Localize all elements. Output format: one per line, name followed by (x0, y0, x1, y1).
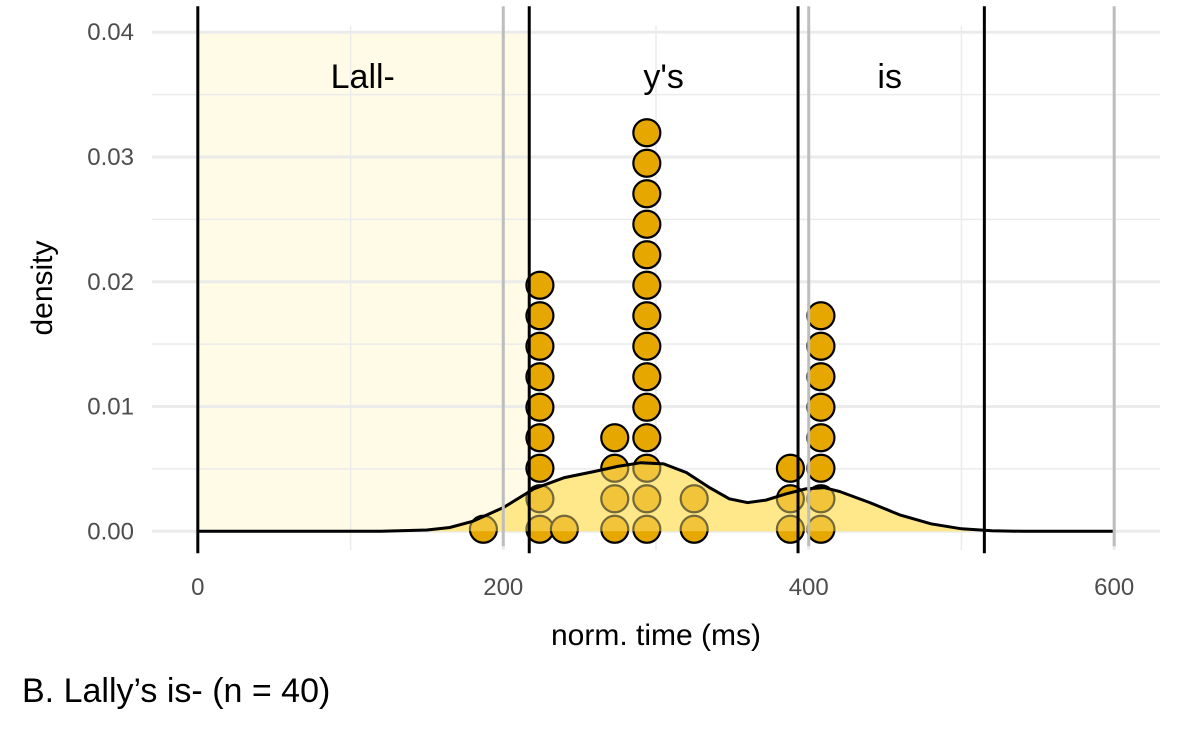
dot (600, 423, 630, 453)
dot (632, 392, 662, 422)
y-tick-label: 0.02 (87, 269, 134, 296)
dot (632, 514, 662, 544)
dot (632, 179, 662, 209)
dot (525, 423, 555, 453)
segment-label: Lall- (331, 58, 395, 96)
dot (525, 301, 555, 331)
dot (525, 331, 555, 361)
dot (525, 392, 555, 422)
dot (525, 270, 555, 300)
dot (632, 331, 662, 361)
dot (632, 240, 662, 270)
dot (806, 423, 836, 453)
dot (806, 301, 836, 331)
dot (525, 362, 555, 392)
dot (632, 484, 662, 514)
x-tick-label: 600 (1094, 574, 1134, 601)
density-curve (197, 461, 1115, 533)
segment-label: is (877, 58, 902, 96)
dot (806, 362, 836, 392)
dot (806, 453, 836, 483)
dot (632, 362, 662, 392)
x-tick-label: 400 (789, 574, 829, 601)
density-overlay (197, 462, 1115, 532)
x-tick-label: 200 (483, 574, 523, 601)
figure-caption: B. Lally’s is- (n = 40) (22, 672, 331, 710)
x-tick-label: 0 (191, 574, 204, 601)
dot (806, 331, 836, 361)
dot-density-chart: Lall-y's is 0 200 400 600 0.00 0.01 0.02 0.03 0.0… (26, 6, 1160, 652)
x-axis-title: norm. time (ms) (551, 619, 761, 652)
dot (632, 270, 662, 300)
dot (632, 301, 662, 331)
dot (679, 514, 709, 544)
dot (632, 118, 662, 148)
dot (600, 514, 630, 544)
dot (600, 484, 630, 514)
y-tick-label: 0.01 (87, 394, 134, 421)
dot (679, 484, 709, 514)
y-tick-label: 0.03 (87, 144, 134, 171)
dot (525, 453, 555, 483)
y-tick-label: 0.04 (87, 19, 134, 46)
segment-label: y's (643, 58, 684, 96)
dot (632, 423, 662, 453)
dot (632, 209, 662, 239)
y-tick-label: 0.00 (87, 518, 134, 545)
y-axis-title: density (26, 240, 59, 335)
dot (806, 392, 836, 422)
dot (632, 148, 662, 178)
dot (775, 453, 806, 483)
dot (549, 514, 579, 544)
